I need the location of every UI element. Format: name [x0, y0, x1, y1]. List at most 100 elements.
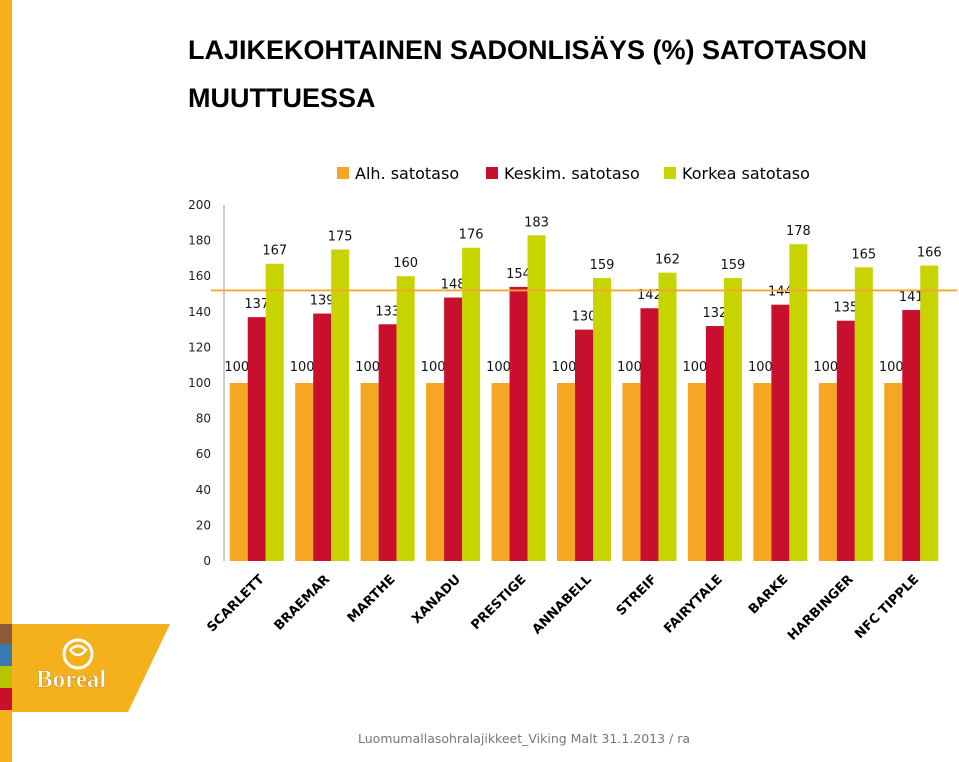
data-label: 100: [355, 360, 380, 375]
category-label: ANNABELL: [530, 572, 595, 637]
bar-chart: 0 20 40 60 80 100 120 140 160 180 200 100 137 167 SCAR…: [188, 164, 957, 644]
data-label: 141: [899, 290, 924, 305]
stripe-block-red: [0, 688, 12, 710]
boreal-logo: Boreal: [0, 620, 175, 715]
data-label: 183: [524, 215, 549, 230]
bar-2: [575, 329, 593, 561]
category-label: PRESTIGE: [469, 572, 530, 633]
slide-title: LAJIKEKOHTAINEN SADONLISÄYS (%) SATOTASO…: [188, 35, 868, 113]
data-label: 137: [244, 297, 269, 312]
bar-1: [229, 383, 248, 561]
bar-1: [753, 383, 772, 561]
data-label: 166: [917, 246, 942, 261]
data-label: 154: [506, 267, 531, 282]
legend-swatch: [486, 167, 498, 179]
data-label: 144: [768, 285, 793, 300]
bar-1: [622, 383, 641, 561]
y-tick-label: 0: [203, 554, 211, 568]
legend-swatch: [664, 167, 676, 179]
stripe-block-green: [0, 666, 12, 688]
logo-text: Boreal: [36, 666, 106, 693]
legend-label: Keskim. satotaso: [504, 164, 640, 183]
category-label: SCARLETT: [204, 572, 267, 635]
category-label: BRAEMAR: [272, 572, 333, 633]
y-tick-label: 60: [196, 447, 211, 461]
bar-3: [265, 263, 284, 561]
data-label: 133: [375, 304, 400, 319]
data-label: 100: [290, 360, 315, 375]
category-label: STREIF: [614, 572, 661, 619]
bar-3: [527, 235, 546, 561]
bar-2: [313, 313, 332, 561]
data-label: 132: [702, 306, 727, 321]
bar-3: [854, 267, 873, 561]
bar-3: [789, 244, 808, 561]
data-label: 100: [748, 360, 773, 375]
y-tick-label: 20: [196, 518, 211, 532]
bar-1: [295, 383, 314, 561]
data-label: 165: [851, 247, 876, 262]
data-label: 100: [421, 360, 446, 375]
bar-2: [509, 286, 528, 561]
y-tick-label: 140: [188, 305, 211, 319]
stripe-block-blue: [0, 644, 12, 666]
bar-2: [378, 324, 397, 561]
y-tick-label: 180: [188, 234, 211, 248]
data-label: 142: [637, 288, 662, 303]
bar-3: [396, 276, 415, 561]
bar-1: [687, 383, 706, 561]
bar-2: [902, 310, 921, 561]
bar-2: [247, 317, 266, 561]
bar-1: [426, 383, 445, 561]
bar-3: [331, 249, 350, 561]
data-label: 130: [572, 310, 597, 325]
bar-3: [723, 277, 742, 561]
data-label: 100: [879, 360, 904, 375]
category-label: FAIRYTALE: [661, 572, 725, 636]
legend-swatch: [337, 167, 349, 179]
data-label: 162: [655, 253, 680, 268]
data-label: 175: [328, 230, 353, 245]
bar-1: [557, 383, 575, 561]
data-label: 100: [552, 360, 577, 375]
bar-2: [444, 297, 463, 561]
y-tick-label: 40: [196, 483, 211, 497]
bar-3: [920, 265, 939, 561]
bar-3: [462, 247, 481, 561]
bar-1: [818, 383, 837, 561]
data-label: 176: [459, 228, 484, 243]
data-label: 100: [486, 360, 511, 375]
bar-2: [705, 326, 724, 561]
y-tick-label: 200: [188, 198, 211, 212]
data-label: 167: [262, 244, 287, 259]
data-label: 178: [786, 224, 811, 239]
bar-1: [491, 383, 510, 561]
bar-2: [640, 308, 659, 561]
bar-2: [771, 304, 790, 561]
bar-1: [360, 383, 379, 561]
data-label: 159: [720, 258, 745, 273]
data-label: 100: [224, 360, 249, 375]
legend-label: Alh. satotaso: [355, 164, 459, 183]
stripe-block-brown: [0, 624, 12, 644]
category-label: NFC TIPPLE: [852, 572, 922, 642]
left-accent-stripe: [0, 0, 12, 762]
data-label: 100: [813, 360, 838, 375]
y-tick-label: 120: [188, 340, 211, 354]
legend-label: Korkea satotaso: [682, 164, 810, 183]
category-label: HARBINGER: [785, 572, 857, 644]
y-tick-label: 160: [188, 269, 211, 283]
data-label: 160: [393, 256, 418, 271]
bar-2: [836, 320, 855, 561]
bar-3: [658, 272, 677, 561]
category-label: MARTHE: [345, 572, 399, 626]
bar-1: [884, 383, 903, 561]
data-label: 135: [833, 301, 858, 316]
footer-text: Luomumallasohralajikkeet_Viking Malt 31.…: [358, 731, 691, 746]
category-label: BARKE: [746, 572, 791, 617]
y-tick-label: 100: [188, 376, 211, 390]
y-tick-label: 80: [196, 412, 211, 426]
bar-3: [593, 277, 611, 561]
data-label: 159: [590, 258, 615, 273]
data-label: 139: [310, 294, 335, 309]
